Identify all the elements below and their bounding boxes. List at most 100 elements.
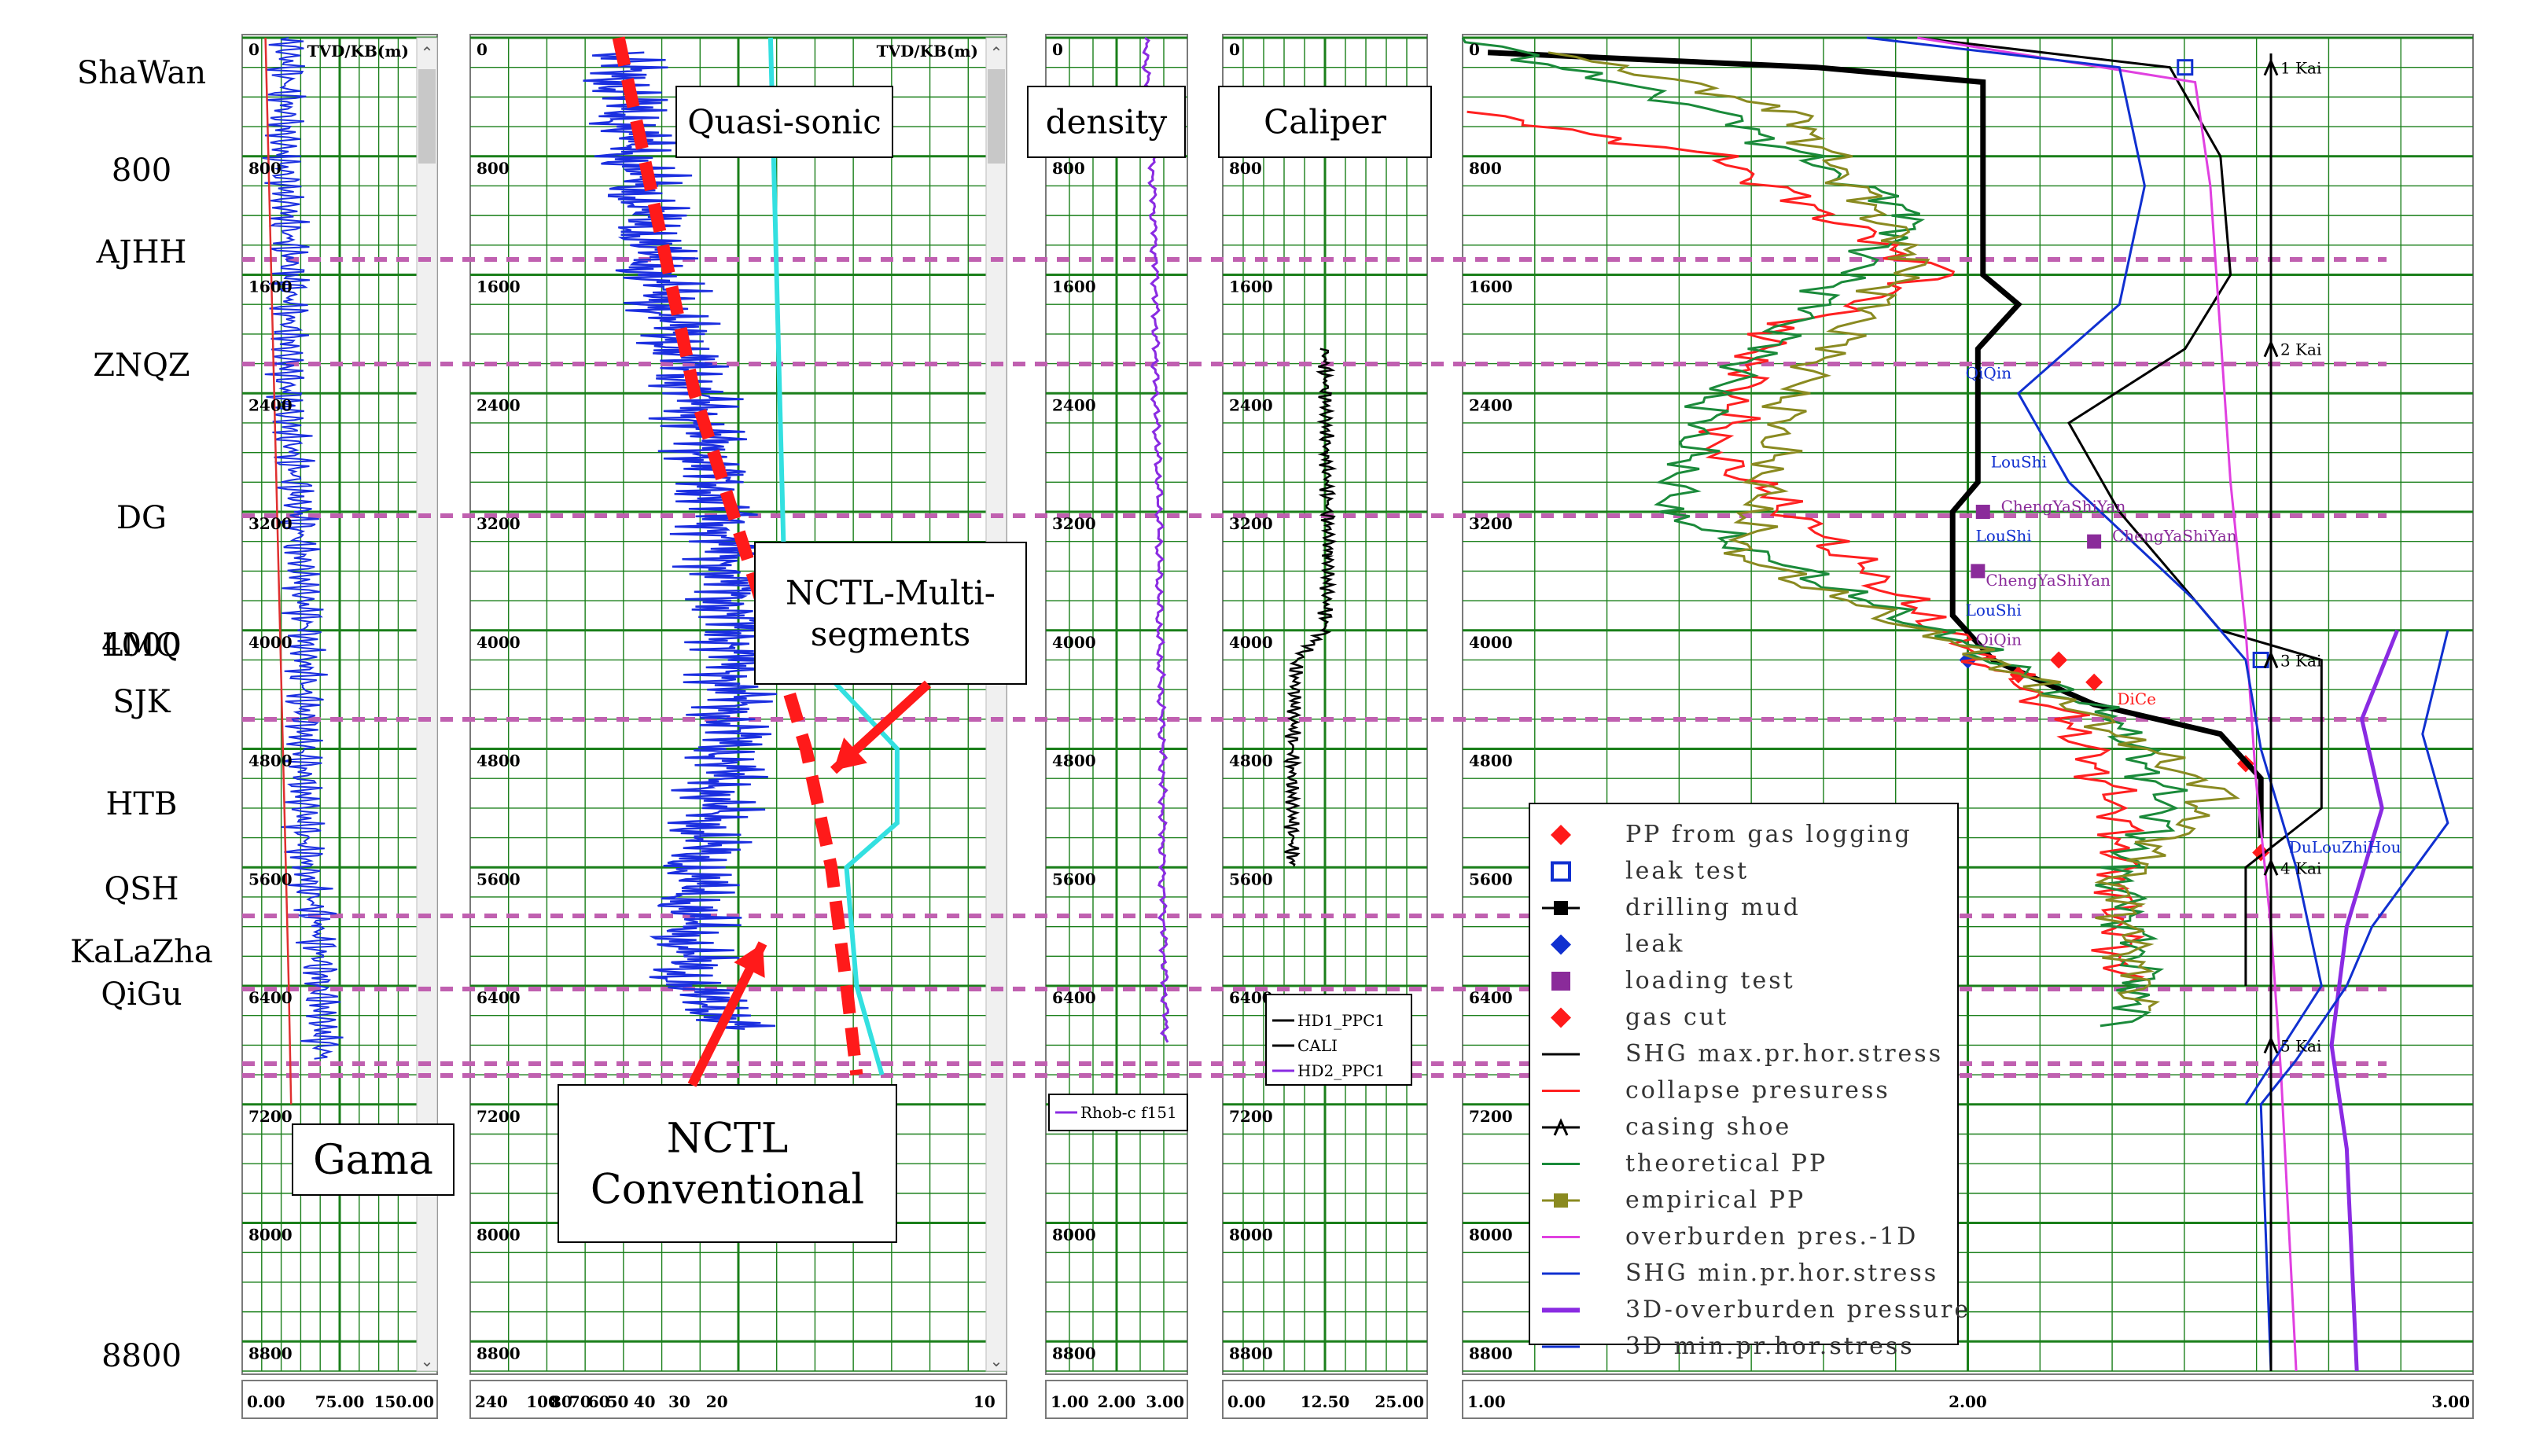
- kai-label: 2 Kai: [2280, 340, 2321, 359]
- formation-lines: [242, 257, 2387, 1078]
- annotation-label: QiQin: [1976, 631, 2022, 649]
- depth-tick-label: 800: [1229, 159, 1262, 178]
- track-header: TVD/KB(m): [307, 42, 409, 61]
- gama-callout-box: [292, 1123, 455, 1196]
- x-tick-label: 10: [973, 1392, 996, 1411]
- formation-label: QSH: [104, 871, 178, 907]
- depth-tick-label: 5600: [1469, 870, 1513, 888]
- depth-tick-label: 4800: [248, 752, 293, 770]
- pressure-series-line: [1917, 36, 2298, 1372]
- formation-label: HTB: [106, 786, 178, 822]
- track-header: TVD/KB(m): [877, 42, 978, 61]
- kai-label: 5 Kai: [2280, 1036, 2321, 1055]
- caliper-legend-label: HD1_PPC1: [1297, 1011, 1385, 1030]
- density-series-line: [1141, 36, 1169, 1043]
- scrollbar-thumb: [988, 69, 1005, 164]
- density-callout-box: [1027, 86, 1186, 158]
- formation-label: AJHH: [96, 234, 187, 270]
- nctl-conv-callout-label: Conventional: [591, 1167, 864, 1214]
- x-tick-label: 1.00: [1051, 1392, 1089, 1411]
- pressure-series-line: [1548, 51, 2240, 1012]
- depth-tick-label: 1600: [1469, 278, 1513, 296]
- depth-tick-label: 8800: [1229, 1344, 1273, 1362]
- nctl-multi-arrow-head: [834, 737, 867, 770]
- legend-label: empirical PP: [1625, 1186, 1805, 1214]
- x-tick-label: 50: [607, 1392, 629, 1411]
- kai-label: 3 Kai: [2280, 651, 2321, 670]
- legend-symbol: [1551, 972, 1570, 991]
- casing-shoe-arrow: [2263, 57, 2279, 76]
- nctl-conv-callout-box: [558, 1084, 897, 1243]
- depth-tick-label: 6400: [1469, 988, 1513, 1007]
- caliper-series-line: [1283, 347, 1338, 867]
- pressure-series-line: [1487, 50, 2264, 838]
- x-tick-label: 3.00: [1146, 1392, 1184, 1411]
- axis-box-pressure: [1462, 1380, 2474, 1419]
- legend-label: SHG max.pr.hor.stress: [1625, 1040, 1943, 1068]
- depth-tick-label: 4800: [1229, 752, 1273, 770]
- depth-tick-label: 800: [1469, 159, 1502, 178]
- kai-label: 4 Kai: [2280, 859, 2321, 877]
- depth-tick-label: 5600: [1229, 870, 1273, 888]
- pressure-series-line: [1467, 110, 2146, 983]
- scroll-down-icon: ⌄: [990, 1351, 1003, 1370]
- depth-tick-label: 3200: [1052, 514, 1096, 533]
- depth-tick-label: 1600: [1229, 278, 1273, 296]
- kai-label: 1 Kai: [2280, 59, 2321, 78]
- quasi-sonic-series-line: [583, 51, 778, 1030]
- depth-tick-label: 0: [1469, 40, 1480, 59]
- loading-test-point: [2087, 534, 2102, 549]
- caliper-legend-label: HD2_PPC1: [1297, 1061, 1385, 1080]
- x-tick-label: 30: [668, 1392, 690, 1411]
- depth-tick-label: 8000: [477, 1226, 521, 1245]
- annotation-label: LouShi: [1966, 601, 2022, 620]
- quasi-sonic-callout-box: [675, 86, 893, 158]
- legend-label: leak: [1625, 931, 1684, 958]
- depth-tick-label: 2400: [248, 395, 293, 414]
- scroll-down-icon: ⌄: [421, 1351, 434, 1370]
- x-tick-label: 25.00: [1375, 1392, 1424, 1411]
- depth-tick-label: 2400: [1229, 395, 1273, 414]
- casing-shoe-arrow: [2263, 650, 2279, 669]
- legend-symbol-marker: [1554, 901, 1568, 915]
- legend-label: drilling mud: [1625, 894, 1801, 921]
- legend-symbol-marker: [1554, 1193, 1568, 1208]
- x-tick-label: 0.00: [247, 1392, 285, 1411]
- depth-tick-label: 1600: [248, 278, 293, 296]
- legend-symbol: [1551, 861, 1571, 882]
- text-layer: 0800160024003200400048005600640072008000…: [70, 40, 2470, 1411]
- legend-label: overburden pres.-1D: [1625, 1223, 1918, 1251]
- depth-tick-label: 1600: [1052, 278, 1096, 296]
- depth-tick-label: 800: [248, 159, 282, 178]
- depth-tick-label: 8800: [1052, 1344, 1096, 1362]
- depth-tick-label: 0: [1229, 40, 1240, 59]
- x-tick-label: 80: [550, 1392, 572, 1411]
- casing-shoe-arrow: [2263, 340, 2279, 358]
- annotation-label: ChengYaShiYan: [1986, 571, 2111, 590]
- nctl-conv-arrow-head: [734, 943, 765, 978]
- casing-shoe-arrow: [2263, 858, 2279, 876]
- annotation-label: ChengYaShiYan: [2001, 497, 2126, 516]
- depth-tick-label: 3200: [1229, 514, 1273, 533]
- depth-tick-label: 3200: [477, 514, 521, 533]
- depth-marker-label: 800: [112, 153, 171, 189]
- formation-label: QiGu: [101, 976, 182, 1013]
- depth-tick-label: 4800: [477, 752, 521, 770]
- x-tick-label: 150.00: [374, 1392, 434, 1411]
- nctl-conventional-series-line: [612, 36, 863, 1076]
- pressure-series-line: [1866, 36, 2323, 1105]
- axis-box-sonic: [469, 1380, 1007, 1419]
- annotation-label: ChengYaShiYan: [2112, 527, 2237, 546]
- depth-tick-label: 4000: [477, 633, 521, 652]
- depth-tick-label: 0: [248, 40, 259, 59]
- nctl-multi-callout-box: [754, 542, 1027, 685]
- depth-tick-label: 7200: [1469, 1107, 1513, 1126]
- density-legend-label: Rhob-c f151: [1080, 1103, 1177, 1122]
- x-tick-label: 2.00: [1098, 1392, 1136, 1411]
- depth-tick-label: 7200: [1229, 1107, 1273, 1126]
- pp-point: [2085, 673, 2103, 691]
- legend-symbol: [1551, 1007, 1571, 1028]
- x-tick-label: 0.00: [1227, 1392, 1266, 1411]
- depth-tick-label: 5600: [477, 870, 521, 888]
